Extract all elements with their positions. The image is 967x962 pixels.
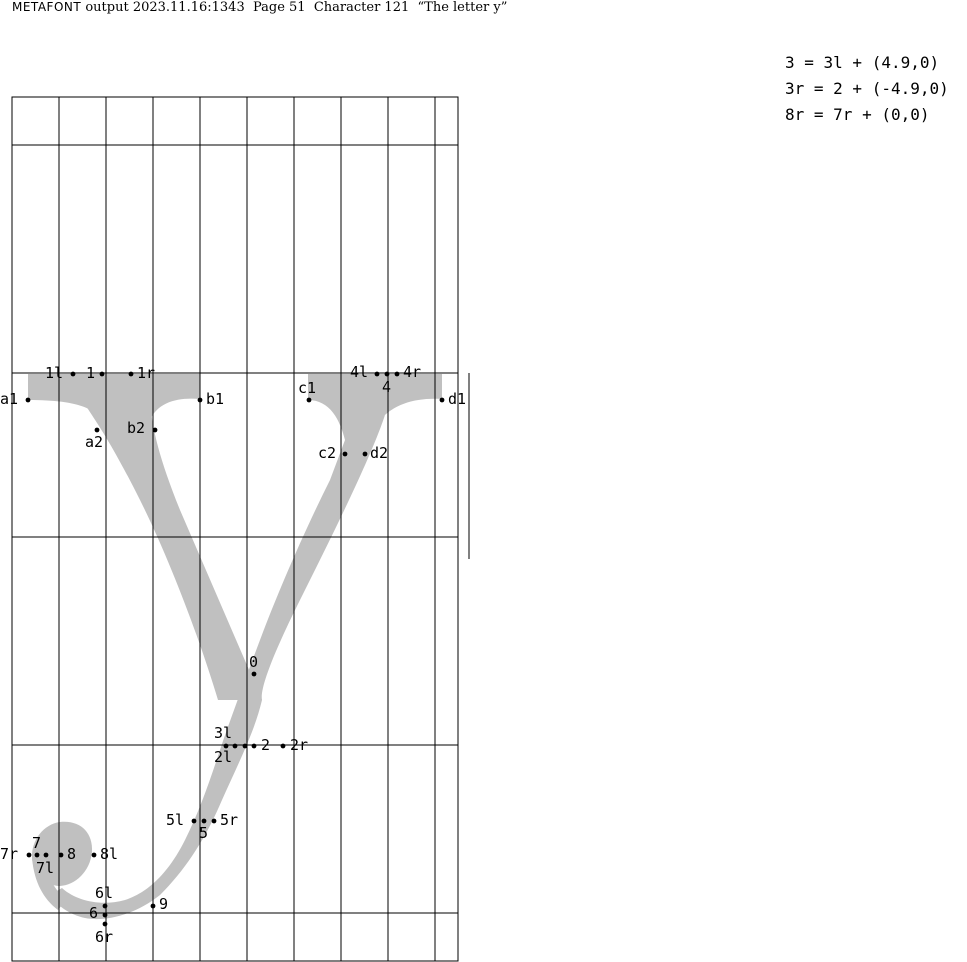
equation-line: 3 = 3l + (4.9,0) [785,53,940,72]
point-label: 1 [86,364,95,382]
point-label: 9 [159,895,168,913]
point-label: 2l [214,748,232,766]
point-label: 8 [67,845,76,863]
point-label: 4r [403,363,421,381]
point-dot [191,818,197,824]
point-label: 2 [261,736,270,754]
point-dot [211,818,217,824]
point-dot [306,397,312,403]
point-dot [43,852,49,858]
point-label: 8l [100,845,118,863]
point-dot [223,743,229,749]
equation-line: 8r = 7r + (0,0) [785,105,930,124]
point-label: b1 [206,390,224,408]
point-dot [102,903,108,909]
point-label: c1 [298,379,316,397]
point-label: 5l [166,811,184,829]
key-points [25,371,445,927]
point-dot [201,818,207,824]
point-label: 0 [249,653,258,671]
point-dot [197,397,203,403]
point-labels: 1l 1 1r a1 b1 a2 b2 c1 d1 c2 d2 4l 4 4r … [0,363,466,946]
point-dot [150,903,156,909]
point-dot [384,371,390,377]
point-dot [58,852,64,858]
point-dot [280,743,286,749]
point-dot [25,397,31,403]
point-label: 4 [382,378,391,396]
equation-list: 3 = 3l + (4.9,0) 3r = 2 + (-4.9,0) 8r = … [785,50,949,128]
point-dot [232,743,238,749]
point-dot [242,743,248,749]
header-text: output 2023.11.16:1343 Page 51 Character… [85,0,508,15]
point-label: 1l [45,364,63,382]
point-label: 6r [95,928,113,946]
grid-frame [11,96,459,962]
point-label: a1 [0,390,18,408]
point-dot [102,912,108,918]
point-label: 7 [32,834,41,852]
point-dot [439,397,445,403]
point-dot [394,371,400,377]
point-label: 5 [199,824,208,842]
point-dot [362,451,368,457]
point-dot [70,371,76,377]
point-dot [152,427,158,433]
point-label: b2 [127,419,145,437]
point-label: a2 [85,433,103,451]
point-dot [99,371,105,377]
page-header: METAFONT output 2023.11.16:1343 Page 51 … [12,0,507,15]
point-dot [26,852,32,858]
point-dot [94,427,100,433]
point-dot [34,852,40,858]
metafont-logo: METAFONT [12,0,82,14]
point-label: d2 [370,444,388,462]
point-label: 2r [290,736,308,754]
point-label: 7r [0,845,18,863]
point-dot [342,451,348,457]
point-label: c2 [318,444,336,462]
equation-line: 3r = 2 + (-4.9,0) [785,79,949,98]
point-label: 4l [350,363,368,381]
point-dot [251,743,257,749]
grid [11,96,470,962]
point-label: 7l [36,859,54,877]
point-dot [102,921,108,927]
left-diagonal-stroke [82,400,262,700]
point-label: d1 [448,390,466,408]
point-label: 5r [220,811,238,829]
point-dot [91,852,97,858]
point-dot [374,371,380,377]
point-label: 3l [214,724,232,742]
point-label: 1r [137,364,155,382]
point-dot [128,371,134,377]
point-dot [251,671,257,677]
ball-neck [32,858,66,910]
point-label: 6l [95,884,113,902]
point-label: 6 [89,904,98,922]
right-stroke-and-tail [50,415,385,920]
left-serif [28,374,200,425]
